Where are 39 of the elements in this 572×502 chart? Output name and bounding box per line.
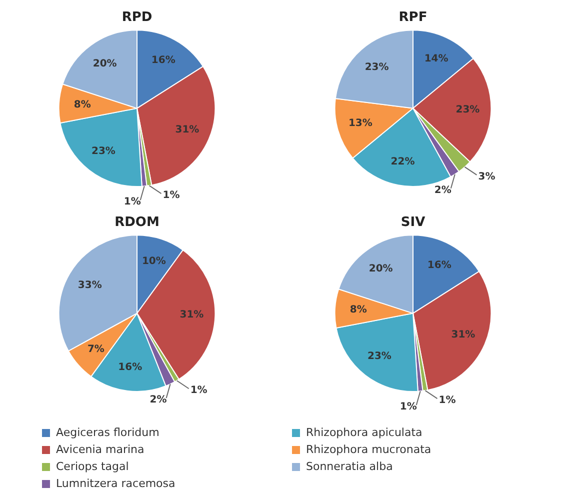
data-label: 1% [190,385,208,396]
data-label: 8% [74,99,91,110]
data-label: 1% [438,395,456,406]
data-label: 16% [118,362,142,374]
data-label: 20% [368,264,393,275]
data-label: 20% [92,58,117,70]
data-label: 1% [124,196,141,208]
data-label: 1% [400,402,417,413]
data-label: 2% [150,394,167,406]
data-label: 10% [142,256,166,267]
data-label: 3% [478,172,496,183]
data-label: 2% [434,184,452,196]
data-label: 31% [451,330,476,341]
data-label: 22% [390,156,415,168]
data-label: 23% [91,146,116,158]
data-label: 23% [367,351,392,362]
data-label: 7% [87,344,104,356]
data-label: 13% [348,118,372,130]
data-label: 16% [427,260,452,271]
chart-title: RPF [398,10,428,26]
data-label: 23% [364,62,389,73]
data-label: 1% [162,190,180,202]
data-label: 31% [180,310,204,321]
data-label: 16% [151,54,176,66]
legend-label: Avicenia marina [56,443,144,456]
legend-label: Ceriops tagal [56,460,129,473]
data-label: 8% [350,304,367,316]
legend-label: Rhizophora mucronata [306,443,432,456]
data-label: 31% [175,124,200,136]
data-label: 23% [456,104,480,116]
chart-title: RDOM [114,215,160,230]
legend-label: Aegiceras floridum [56,426,160,439]
data-label: 33% [78,280,102,292]
legend-label: Rhizophora apiculata [306,426,422,439]
chart-title: RPD [122,10,152,26]
legend-label: Sonneratia alba [306,460,393,473]
chart-title: SIV [400,215,426,230]
legend-label: Lumnitzera racemosa [56,477,176,490]
data-label: 14% [424,53,448,64]
